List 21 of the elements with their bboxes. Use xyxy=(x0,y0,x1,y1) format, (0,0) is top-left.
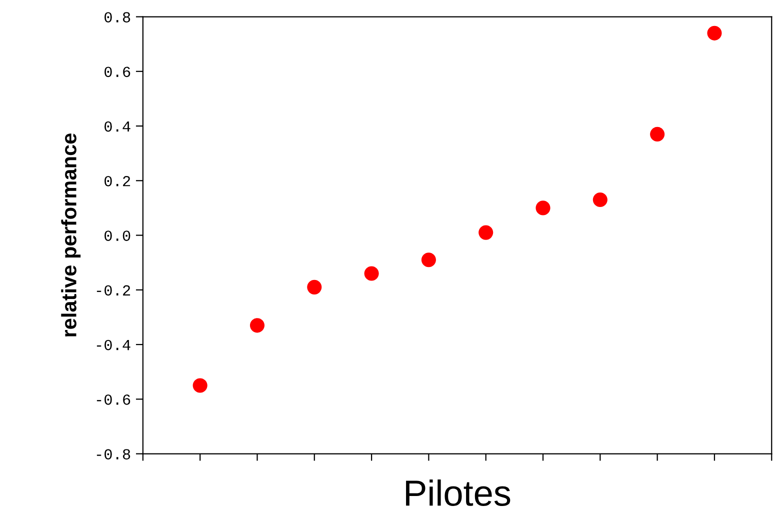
y-axis-title: relative performance xyxy=(61,134,81,336)
point xyxy=(192,378,208,393)
point xyxy=(307,280,322,294)
y-tick-label: 0.8 xyxy=(104,12,130,22)
y-tick-label: -0.6 xyxy=(96,394,130,405)
point xyxy=(421,252,436,268)
y-tick-label: -0.2 xyxy=(96,285,130,296)
point xyxy=(364,266,379,281)
x-axis-title: Pilotes xyxy=(406,479,510,506)
point xyxy=(707,26,722,40)
y-tick-label: 0.6 xyxy=(104,66,130,78)
point xyxy=(536,200,550,216)
y-tick-label: -0.8 xyxy=(96,449,130,460)
point xyxy=(592,192,608,208)
y-tick-label: 0.0 xyxy=(104,230,130,241)
y-tick-label: -0.4 xyxy=(96,340,130,350)
point xyxy=(250,318,265,333)
point xyxy=(650,126,665,142)
y-tick-label: 0.4 xyxy=(104,121,130,132)
point xyxy=(478,225,494,240)
y-tick-label: 0.2 xyxy=(104,176,130,186)
